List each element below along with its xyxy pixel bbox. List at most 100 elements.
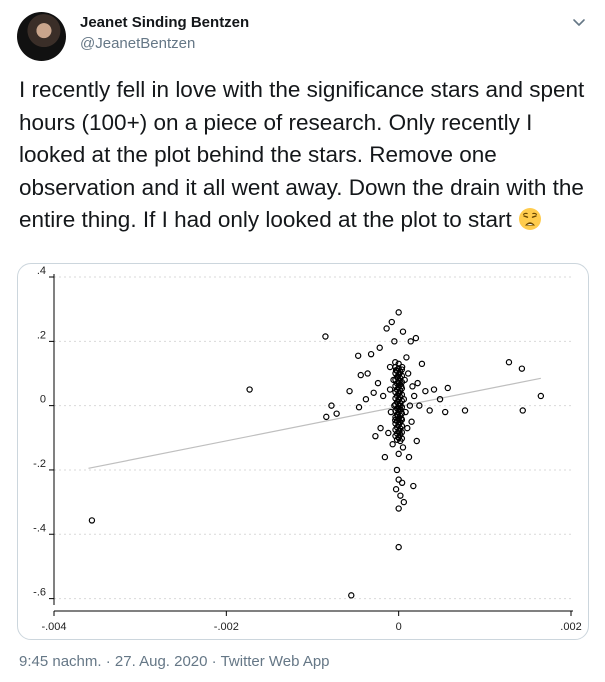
data-point	[392, 388, 399, 396]
data-point	[372, 432, 379, 440]
author-name[interactable]: Jeanet Sinding Bentzen	[80, 14, 250, 31]
data-point	[412, 334, 420, 342]
data-point	[383, 325, 390, 332]
scatter-plot: .4 .2 0 -.2 -.4 -.6 -.004 -.002 0 .002	[33, 265, 582, 633]
data-point	[322, 333, 329, 340]
y-tick-label: 0	[40, 394, 46, 406]
data-point	[392, 363, 399, 371]
data-point	[414, 379, 421, 387]
y-tick-label: -.4	[33, 522, 46, 534]
data-point	[404, 424, 411, 432]
tweet-text: I recently fell in love with the signifi…	[19, 74, 594, 237]
data-point	[395, 309, 402, 316]
data-point	[461, 407, 469, 414]
data-point	[407, 338, 414, 345]
data-point	[405, 453, 413, 461]
data-point	[367, 350, 375, 358]
data-point	[408, 418, 415, 425]
data-point	[386, 363, 394, 371]
data-point	[386, 386, 394, 393]
x-tick-label: -.002	[214, 621, 239, 633]
data-point	[422, 387, 429, 395]
data-point	[392, 420, 399, 427]
data-point	[505, 359, 513, 366]
data-point	[410, 482, 417, 490]
data-point	[355, 404, 363, 411]
data-point	[398, 479, 406, 487]
data-point	[381, 453, 389, 461]
data-point	[370, 389, 377, 396]
data-point	[374, 379, 382, 387]
tweet-meta: 9:45 nachm. · 27. Aug. 2020 · Twitter We…	[19, 653, 330, 670]
data-point	[436, 395, 444, 403]
fit-line	[88, 377, 541, 469]
data-point	[537, 392, 545, 400]
data-point	[348, 592, 355, 599]
chart-image[interactable]: .4 .2 0 -.2 -.4 -.6 -.004 -.002 0 .002	[17, 263, 589, 640]
tweet-client[interactable]: Twitter Web App	[220, 653, 330, 670]
y-tick-label: -.6	[33, 587, 46, 599]
tweet-date[interactable]: 27. Aug. 2020	[114, 653, 208, 670]
data-point	[392, 407, 399, 415]
data-point	[389, 441, 396, 448]
y-tick-label: .4	[37, 265, 46, 277]
data-point	[393, 436, 401, 443]
data-point	[395, 450, 402, 458]
data-point	[409, 383, 416, 390]
data-point	[392, 426, 399, 433]
data-point	[391, 338, 398, 345]
data-point	[392, 370, 399, 377]
data-point	[404, 370, 412, 377]
data-point	[430, 386, 438, 393]
x-tick-label: .002	[560, 621, 581, 633]
tweet-time[interactable]: 9:45 nachm.	[19, 653, 102, 670]
meta-separator: ·	[211, 653, 217, 670]
data-point	[519, 407, 526, 414]
data-point	[406, 402, 414, 409]
data-point	[328, 402, 335, 409]
avatar[interactable]	[17, 12, 66, 61]
data-point	[357, 371, 364, 379]
data-point	[392, 486, 400, 493]
data-point	[392, 382, 399, 390]
data-point	[385, 429, 392, 437]
x-tick-label: -.004	[41, 621, 66, 633]
author-handle[interactable]: @JeanetBentzen	[80, 35, 196, 52]
data-point	[392, 432, 399, 440]
data-point	[402, 408, 409, 416]
data-point	[395, 360, 402, 368]
data-point	[397, 492, 404, 499]
data-point	[377, 424, 384, 432]
data-point	[441, 408, 449, 416]
data-point	[410, 392, 418, 400]
data-point	[395, 505, 402, 512]
data-point	[333, 410, 340, 417]
data-point	[346, 387, 353, 395]
data-point	[416, 402, 423, 409]
weary-face-icon	[518, 207, 542, 231]
data-point	[388, 318, 395, 326]
data-point	[413, 437, 420, 445]
data-point	[376, 344, 383, 351]
y-tick-label: -.2	[33, 458, 46, 470]
data-point	[400, 498, 408, 506]
data-point	[393, 466, 401, 474]
data-point	[354, 352, 362, 359]
data-point	[426, 407, 433, 414]
data-point	[323, 413, 330, 421]
data-point	[392, 376, 399, 383]
data-point	[444, 384, 451, 392]
data-point	[403, 354, 410, 361]
data-point	[395, 476, 402, 483]
data-point	[362, 395, 370, 403]
chevron-down-icon[interactable]	[569, 12, 589, 32]
data-point	[364, 370, 371, 377]
data-point	[392, 395, 399, 402]
data-point	[379, 392, 387, 400]
data-point	[397, 437, 404, 445]
data-point	[418, 360, 426, 368]
y-tick-label: .2	[37, 329, 46, 341]
meta-separator: ·	[105, 653, 111, 670]
x-tick-label: 0	[396, 621, 402, 633]
